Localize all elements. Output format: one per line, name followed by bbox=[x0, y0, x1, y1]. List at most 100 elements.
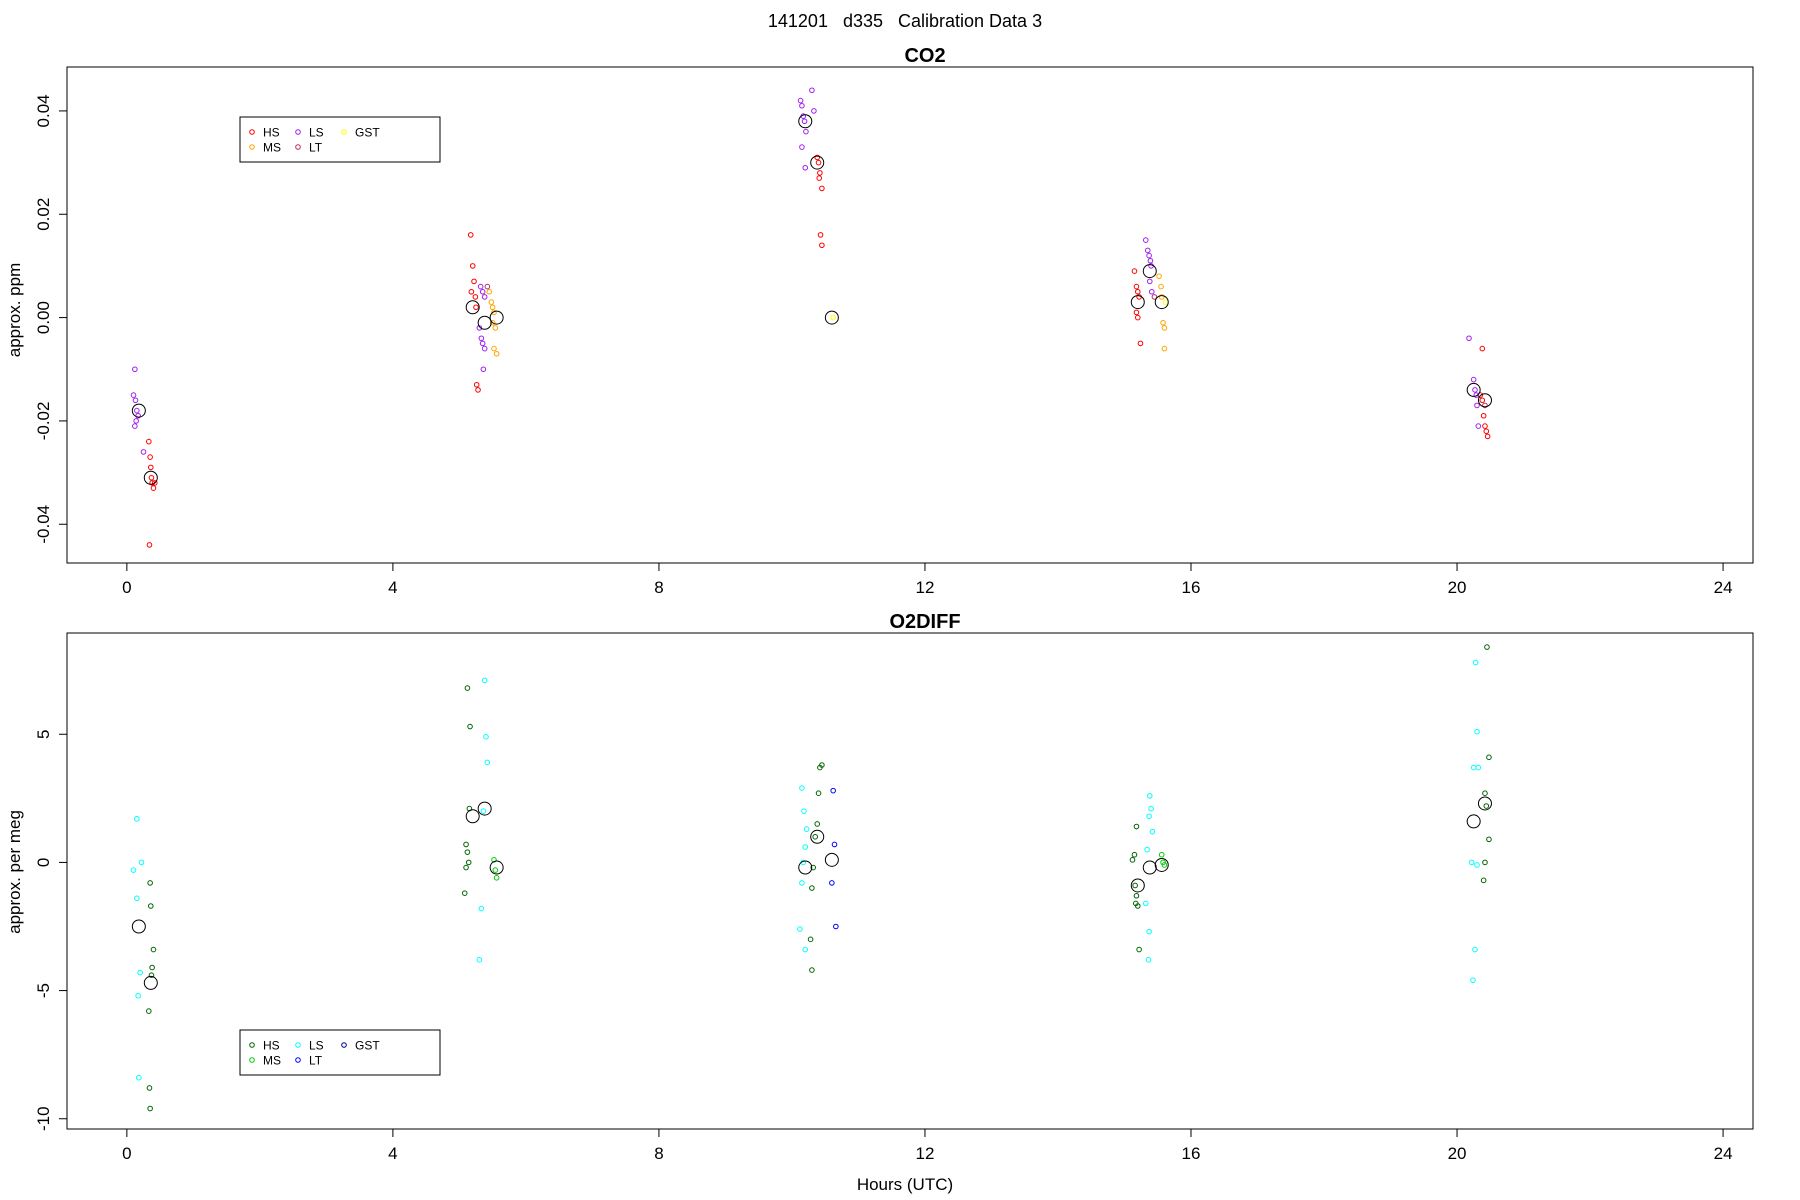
o2diff-mean-point bbox=[1130, 878, 1145, 893]
o2diff-mean-point bbox=[798, 860, 813, 875]
o2diff-data-point bbox=[137, 969, 143, 976]
o2diff-x-tick-label: 20 bbox=[1448, 1144, 1467, 1163]
co2-data-point bbox=[480, 366, 487, 373]
co2-plot-frame bbox=[66, 66, 1754, 564]
o2diff-x-label: Hours (UTC) bbox=[857, 1175, 953, 1194]
o2diff-legend-label: MS bbox=[263, 1054, 281, 1068]
o2diff-data-point bbox=[1472, 946, 1478, 953]
co2-legend-marker bbox=[249, 144, 255, 150]
co2-data-point bbox=[488, 299, 495, 305]
co2-data-point bbox=[817, 232, 824, 238]
o2diff-data-point bbox=[817, 764, 823, 771]
o2diff-data-point bbox=[801, 808, 807, 814]
o2diff-data-point bbox=[812, 833, 819, 840]
co2-data-point bbox=[816, 175, 823, 181]
co2-data-point bbox=[481, 294, 488, 300]
o2diff-data-point bbox=[134, 816, 140, 822]
co2-mean-point bbox=[798, 114, 813, 129]
o2diff-data-point bbox=[1484, 644, 1490, 650]
co2-data-point bbox=[1479, 345, 1486, 352]
co2-data-point bbox=[1147, 257, 1154, 264]
co2-data-point bbox=[491, 309, 497, 316]
o2diff-data-point bbox=[814, 821, 821, 827]
o2diff-y-tick-label: 5 bbox=[34, 730, 53, 739]
o2diff-data-point bbox=[150, 946, 157, 953]
co2-data-point bbox=[1142, 237, 1149, 243]
co2-data-point bbox=[830, 314, 836, 321]
co2-data-point bbox=[802, 164, 809, 171]
co2-legend-marker bbox=[249, 129, 255, 135]
co2-series-gst bbox=[830, 299, 1169, 321]
o2diff-plot-frame bbox=[66, 632, 1754, 1130]
o2diff-title: O2DIFF bbox=[889, 611, 960, 633]
o2diff-data-point bbox=[1470, 977, 1476, 984]
co2-legend-marker bbox=[295, 129, 301, 135]
o2diff-data-point bbox=[465, 859, 472, 866]
o2diff-data-point bbox=[147, 880, 153, 886]
o2diff-legend-marker bbox=[249, 1057, 255, 1063]
o2diff-data-point bbox=[136, 1074, 142, 1081]
co2-data-point bbox=[1161, 345, 1168, 352]
o2diff-data-point bbox=[807, 936, 814, 943]
o2diff-x-tick-label: 12 bbox=[916, 1144, 935, 1163]
co2-data-point bbox=[1472, 387, 1478, 393]
o2diff-data-point bbox=[135, 992, 141, 999]
o2diff-data-point bbox=[483, 734, 489, 740]
o2diff-data-point bbox=[1131, 851, 1138, 858]
co2-data-point bbox=[815, 159, 822, 166]
co2-data-point bbox=[478, 335, 485, 342]
o2diff-data-point bbox=[138, 859, 145, 866]
co2-data-point bbox=[489, 319, 496, 326]
o2diff-data-point bbox=[130, 867, 137, 873]
o2diff-data-point bbox=[467, 723, 473, 730]
o2diff-data-point bbox=[1136, 946, 1142, 953]
co2-data-point bbox=[492, 325, 499, 331]
co2-data-point bbox=[814, 154, 821, 161]
o2diff-data-point bbox=[1129, 857, 1136, 863]
o2diff-legend-marker bbox=[295, 1057, 301, 1063]
o2diff-mean-point bbox=[1466, 814, 1481, 829]
o2diff-mean-point bbox=[143, 975, 158, 990]
co2-data-point bbox=[1144, 247, 1151, 254]
o2diff-data-point bbox=[493, 874, 500, 881]
co2-data-point bbox=[1162, 299, 1169, 305]
co2-y-tick-label: -0.02 bbox=[34, 402, 53, 441]
o2diff-legend-marker bbox=[249, 1042, 255, 1048]
co2-x-tick-label: 12 bbox=[916, 578, 935, 597]
o2diff-data-point bbox=[1468, 859, 1475, 866]
o2diff-data-point bbox=[1472, 659, 1479, 666]
co2-data-point bbox=[489, 304, 496, 311]
co2-legend-label: HS bbox=[263, 126, 280, 140]
co2-y-tick-label: 0.04 bbox=[34, 94, 53, 127]
o2diff-legend-label: LT bbox=[309, 1054, 323, 1068]
co2-mean-point bbox=[489, 310, 504, 325]
o2diff-data-point bbox=[481, 677, 488, 684]
o2diff-data-point bbox=[148, 972, 155, 979]
o2diff-x-tick-label: 8 bbox=[654, 1144, 663, 1163]
co2-x-tick-label: 24 bbox=[1714, 578, 1733, 597]
o2diff-x-tick-label: 24 bbox=[1714, 1144, 1733, 1163]
o2diff-data-point bbox=[1146, 813, 1152, 820]
o2diff-data-point bbox=[1133, 892, 1140, 899]
o2diff-legend-marker bbox=[341, 1042, 347, 1048]
o2diff-data-point bbox=[1480, 877, 1487, 884]
co2-mean-point bbox=[824, 310, 839, 325]
co2-data-point bbox=[479, 340, 486, 347]
o2diff-data-point bbox=[147, 1105, 153, 1112]
o2diff-data-point bbox=[833, 923, 839, 930]
co2-data-point bbox=[473, 304, 479, 311]
o2diff-series-ms bbox=[491, 851, 1168, 881]
o2diff-data-point bbox=[1483, 803, 1490, 809]
co2-data-point bbox=[148, 474, 155, 481]
co2-y-tick-label: -0.04 bbox=[34, 505, 53, 544]
o2diff-y-tick-label: -5 bbox=[34, 983, 53, 998]
co2-data-point bbox=[493, 350, 500, 357]
co2-data-point bbox=[133, 418, 139, 424]
o2diff-data-point bbox=[464, 849, 471, 855]
co2-mean-point bbox=[1142, 264, 1157, 279]
co2-data-point bbox=[148, 464, 154, 471]
co2-data-point bbox=[811, 108, 817, 114]
o2diff-data-point bbox=[831, 841, 838, 848]
